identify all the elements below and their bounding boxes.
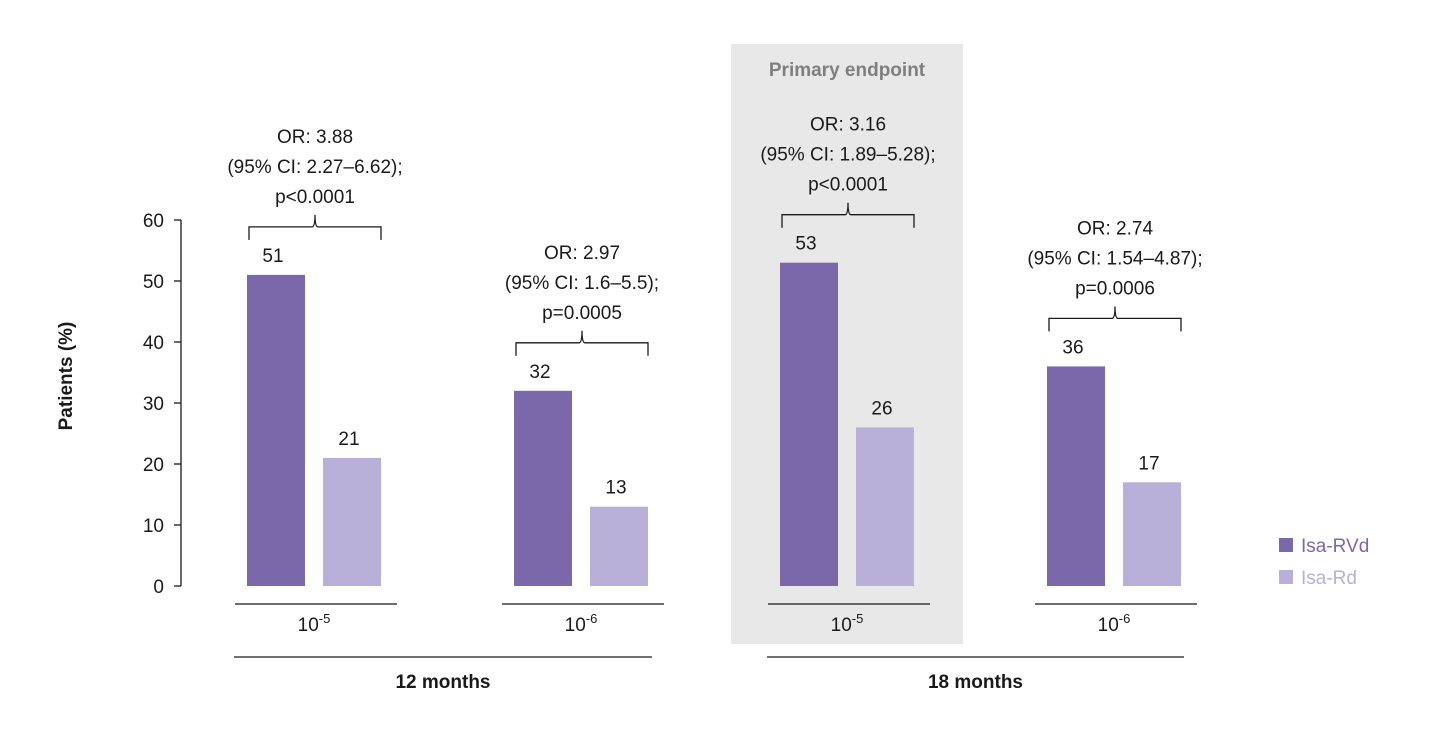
y-tick-label: 60 <box>143 211 164 232</box>
bar-value-label-isa-rd: 21 <box>338 429 359 450</box>
bar-isa-rd <box>323 457 381 586</box>
bar-cluster: 32 13 OR: 2.97 (95% CI: 1.6–5.5); p=0.0005 10… <box>502 243 664 636</box>
or-bracket <box>515 330 649 356</box>
bar-isa-rvd <box>247 274 305 586</box>
category-label-base: 10 <box>298 615 319 636</box>
or-annotation-line: (95% CI: 1.54–4.87); <box>1027 248 1202 269</box>
or-annotation-line: p=0.0006 <box>1075 278 1155 299</box>
primary-endpoint-highlight <box>731 44 963 644</box>
bar-isa-rvd <box>1047 366 1105 586</box>
bar-isa-rd <box>856 427 914 586</box>
or-annotation-line: (95% CI: 1.89–5.28); <box>760 145 935 166</box>
category-label-base: 10 <box>831 615 852 636</box>
or-annotation-line: p=0.0005 <box>542 303 622 324</box>
or-annotation-line: OR: 3.16 <box>810 115 886 136</box>
bar-value-label-isa-rvd: 32 <box>529 362 550 383</box>
legend-label: Isa-Rd <box>1301 568 1357 589</box>
y-tick-label: 0 <box>153 577 164 598</box>
category-label-base: 10 <box>565 615 586 636</box>
primary-endpoint-label: Primary endpoint <box>769 60 926 81</box>
legend-item-isa-rvd: Isa-RVd <box>1279 536 1369 557</box>
timepoint-label: 18 months <box>928 672 1023 693</box>
category-label: 10-5 <box>298 611 331 636</box>
bar-cluster: 51 21 OR: 3.88 (95% CI: 2.27–6.62); p<0.0001… <box>227 127 402 636</box>
or-bracket <box>248 214 382 240</box>
category-label-exponent: -6 <box>586 611 598 626</box>
category-label: 10-5 <box>831 611 864 636</box>
bar-isa-rd <box>1123 482 1181 586</box>
or-annotation-line: (95% CI: 1.6–5.5); <box>505 273 659 294</box>
bar-value-label-isa-rd: 13 <box>605 478 626 499</box>
legend-item-isa-rd: Isa-Rd <box>1279 568 1357 589</box>
y-tick-label: 20 <box>143 455 164 476</box>
y-tick-label: 30 <box>143 394 164 415</box>
bar-cluster: 36 17 OR: 2.74 (95% CI: 1.54–4.87); p=0.0006… <box>1027 218 1202 636</box>
bar-value-label-isa-rvd: 51 <box>262 246 283 267</box>
bar-value-label-isa-rvd: 53 <box>795 234 816 255</box>
y-axis-title: Patients (%) <box>56 322 77 431</box>
or-annotation-line: OR: 2.97 <box>544 243 620 264</box>
category-label-exponent: -5 <box>319 611 331 626</box>
category-label-exponent: -6 <box>1119 611 1131 626</box>
bar-value-label-isa-rvd: 36 <box>1062 337 1083 358</box>
or-annotation-line: p<0.0001 <box>808 175 888 196</box>
y-tick-label: 10 <box>143 516 164 537</box>
or-bracket <box>781 202 915 228</box>
category-label: 10-6 <box>565 611 598 636</box>
or-annotation-line: OR: 2.74 <box>1077 218 1153 239</box>
bar-cluster: 53 26 OR: 3.16 (95% CI: 1.89–5.28); p<0.0001… <box>760 115 935 636</box>
or-annotation-line: (95% CI: 2.27–6.62); <box>227 157 402 178</box>
y-tick-label: 50 <box>143 272 164 293</box>
or-bracket <box>1048 306 1182 332</box>
bar-value-label-isa-rd: 17 <box>1138 453 1159 474</box>
or-annotation-line: p<0.0001 <box>275 187 355 208</box>
bar-value-label-isa-rd: 26 <box>871 398 892 419</box>
category-label-exponent: -5 <box>852 611 864 626</box>
or-annotation-line: OR: 3.88 <box>277 127 353 148</box>
bar-isa-rvd <box>514 390 572 586</box>
category-label-base: 10 <box>1098 615 1119 636</box>
legend-swatch <box>1279 538 1293 552</box>
y-tick-label: 40 <box>143 333 164 354</box>
legend-label: Isa-RVd <box>1301 536 1369 557</box>
category-label: 10-6 <box>1098 611 1131 636</box>
bar-isa-rd <box>590 506 648 586</box>
bar-isa-rvd <box>780 262 838 586</box>
timepoint-label: 12 months <box>395 672 490 693</box>
legend-swatch <box>1279 570 1293 584</box>
